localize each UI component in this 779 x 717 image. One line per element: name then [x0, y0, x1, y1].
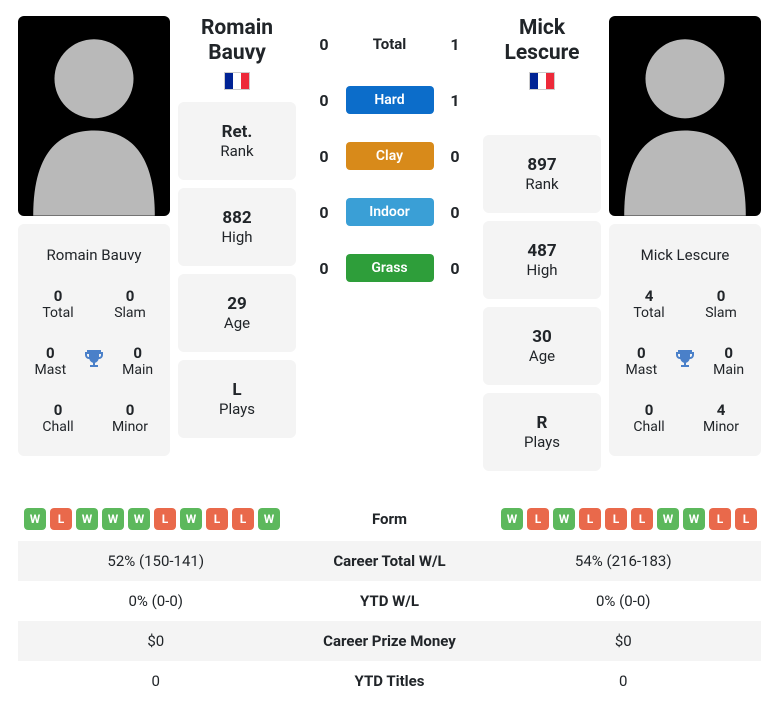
- h2h-grass-row: 0 Grass 0: [310, 240, 469, 296]
- p1-career-wl: 52% (150-141): [22, 552, 290, 570]
- label-prize: Career Prize Money: [290, 632, 490, 650]
- p1-plays-card: LPlays: [178, 360, 296, 438]
- top-grid: Romain Bauvy 0Total 0Slam 0Mast 0Main 0C…: [18, 16, 761, 471]
- trophy-icon: [82, 347, 106, 375]
- p2-stat-column: Mick Lescure 897Rank 487High 30Age RPlay…: [483, 16, 601, 471]
- p2-column: Mick Lescure 4Total 0Slam 0Mast 0Main 0C…: [609, 16, 761, 471]
- surface-clay[interactable]: Clay: [346, 142, 434, 170]
- p1-titles-main: 0: [113, 344, 163, 362]
- form-result: L: [631, 508, 653, 530]
- h2h-indoor-row: 0 Indoor 0: [310, 184, 469, 240]
- form-result: L: [605, 508, 627, 530]
- row-ytd-wl: 0% (0-0) YTD W/L 0% (0-0): [18, 581, 761, 621]
- p2-ytd-titles: 0: [490, 672, 758, 690]
- p2-titles-card: Mick Lescure 4Total 0Slam 0Mast 0Main 0C…: [609, 224, 761, 456]
- france-flag-icon: [224, 72, 250, 90]
- p1-name-small: Romain Bauvy: [47, 246, 142, 264]
- p1-ytd-wl: 0% (0-0): [22, 592, 290, 610]
- form-result: W: [128, 508, 150, 530]
- p2-rank-card: 897Rank: [483, 135, 601, 213]
- label-ytd-wl: YTD W/L: [290, 592, 490, 610]
- form-result: W: [180, 508, 202, 530]
- p1-rank-card: Ret.Rank: [178, 102, 296, 180]
- p1-age-card: 29Age: [178, 274, 296, 352]
- p2-prize: $0: [490, 632, 758, 650]
- p1-header: Romain Bauvy: [178, 16, 296, 94]
- p1-form: WLWWWLWLLW: [22, 508, 290, 530]
- form-result: W: [258, 508, 280, 530]
- p2-name-small: Mick Lescure: [641, 246, 730, 264]
- surface-indoor[interactable]: Indoor: [346, 198, 434, 226]
- h2h-total-row: 0 Total 1: [310, 16, 469, 72]
- p1-titles-slam: 0: [105, 287, 155, 305]
- p2-titles-main: 0: [704, 344, 754, 362]
- form-result: L: [206, 508, 228, 530]
- silhouette-icon: [18, 18, 170, 216]
- label-ytd-titles: YTD Titles: [290, 672, 490, 690]
- p1-column: Romain Bauvy 0Total 0Slam 0Mast 0Main 0C…: [18, 16, 170, 471]
- p1-high-card: 882High: [178, 188, 296, 266]
- surface-hard[interactable]: Hard: [346, 86, 434, 114]
- p2-titles-slam: 0: [696, 287, 746, 305]
- label-career-wl: Career Total W/L: [290, 552, 490, 570]
- surface-grass[interactable]: Grass: [346, 254, 434, 282]
- form-result: W: [76, 508, 98, 530]
- p2-ytd-wl: 0% (0-0): [490, 592, 758, 610]
- p2-career-wl: 54% (216-183): [490, 552, 758, 570]
- p1-ytd-titles: 0: [22, 672, 290, 690]
- p1-titles-card: Romain Bauvy 0Total 0Slam 0Mast 0Main 0C…: [18, 224, 170, 456]
- label-form: Form: [290, 510, 490, 528]
- p1-titles-mast: 0: [25, 344, 75, 362]
- p1-photo: [18, 16, 170, 216]
- p2-age-card: 30Age: [483, 307, 601, 385]
- france-flag-icon: [529, 72, 555, 90]
- p1-titles-minor: 0: [105, 401, 155, 419]
- form-result: L: [527, 508, 549, 530]
- h2h-total-p1: 0: [310, 35, 338, 54]
- form-result: W: [501, 508, 523, 530]
- h2h-clay-row: 0 Clay 0: [310, 128, 469, 184]
- form-result: W: [24, 508, 46, 530]
- form-result: W: [553, 508, 575, 530]
- form-result: L: [709, 508, 731, 530]
- form-result: L: [735, 508, 757, 530]
- p1-stat-column: Romain Bauvy Ret.Rank 882High 29Age LPla…: [178, 16, 296, 471]
- p2-titles-mast: 0: [616, 344, 666, 362]
- p2-high-card: 487High: [483, 221, 601, 299]
- h2h-hard-row: 0 Hard 1: [310, 72, 469, 128]
- form-result: W: [102, 508, 124, 530]
- p2-titles-minor: 4: [696, 401, 746, 419]
- p1-last: Bauvy: [178, 41, 296, 66]
- p2-name: Mick Lescure: [483, 16, 601, 66]
- p2-header: Mick Lescure: [483, 16, 601, 94]
- silhouette-icon: [609, 18, 761, 216]
- h2h-column: 0 Total 1 0 Hard 1 0 Clay 0 0 Indoor 0 0…: [304, 16, 475, 471]
- p2-titles-chall: 0: [624, 401, 674, 419]
- form-result: W: [683, 508, 705, 530]
- row-ytd-titles: 0 YTD Titles 0: [18, 661, 761, 701]
- p1-prize: $0: [22, 632, 290, 650]
- row-career-wl: 52% (150-141) Career Total W/L 54% (216-…: [18, 541, 761, 581]
- form-result: L: [579, 508, 601, 530]
- p2-plays-card: RPlays: [483, 393, 601, 471]
- h2h-total-label: Total: [338, 35, 441, 53]
- h2h-total-p2: 1: [441, 35, 469, 54]
- form-result: W: [657, 508, 679, 530]
- form-result: L: [232, 508, 254, 530]
- row-prize: $0 Career Prize Money $0: [18, 621, 761, 661]
- p2-photo: [609, 16, 761, 216]
- row-form: WLWWWLWLLW Form WLWLLLWWLL: [18, 497, 761, 541]
- stats-table: WLWWWLWLLW Form WLWLLLWWLL 52% (150-141)…: [18, 497, 761, 701]
- form-result: L: [50, 508, 72, 530]
- p1-titles-chall: 0: [33, 401, 83, 419]
- p2-form: WLWLLLWWLL: [490, 508, 758, 530]
- p2-titles-total: 4: [624, 287, 674, 305]
- form-result: L: [154, 508, 176, 530]
- p1-titles-total: 0: [33, 287, 83, 305]
- trophy-icon: [673, 347, 697, 375]
- p1-first: Romain: [178, 16, 296, 41]
